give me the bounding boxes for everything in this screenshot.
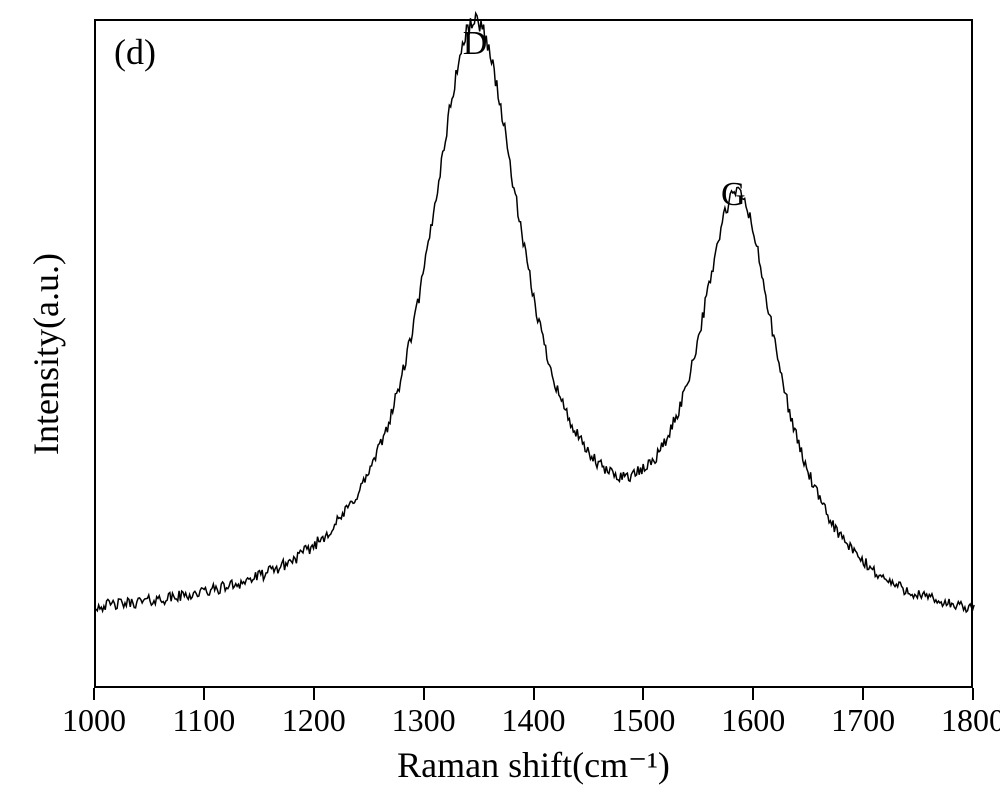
- x-tick: [93, 688, 95, 700]
- x-tick-label: 1100: [172, 702, 235, 739]
- x-tick-label: 1400: [502, 702, 566, 739]
- x-tick: [203, 688, 205, 700]
- spectrum-line: [96, 21, 975, 690]
- x-tick-label: 1600: [721, 702, 785, 739]
- x-tick-label: 1200: [282, 702, 346, 739]
- peak-label-d: D: [463, 25, 488, 63]
- x-tick: [313, 688, 315, 700]
- x-tick: [972, 688, 974, 700]
- raman-chart: (d) D G 1000 1100 1200 1300 1400 1500 1600 1700…: [0, 0, 1000, 811]
- x-tick-label: 1000: [62, 702, 126, 739]
- x-tick-label: 1800: [941, 702, 1000, 739]
- x-axis-label: Raman shift(cm⁻¹): [397, 744, 670, 786]
- peak-label-g: G: [721, 176, 746, 214]
- x-tick: [533, 688, 535, 700]
- panel-label: (d): [114, 31, 156, 73]
- x-tick: [752, 688, 754, 700]
- spectrum-path: [96, 13, 974, 612]
- x-tick: [642, 688, 644, 700]
- x-tick-label: 1700: [831, 702, 895, 739]
- plot-area: (d) D G: [94, 19, 973, 688]
- x-tick: [862, 688, 864, 700]
- x-tick-label: 1300: [392, 702, 456, 739]
- x-tick: [423, 688, 425, 700]
- y-axis-label: Intensity(a.u.): [25, 253, 67, 455]
- x-tick-label: 1500: [611, 702, 675, 739]
